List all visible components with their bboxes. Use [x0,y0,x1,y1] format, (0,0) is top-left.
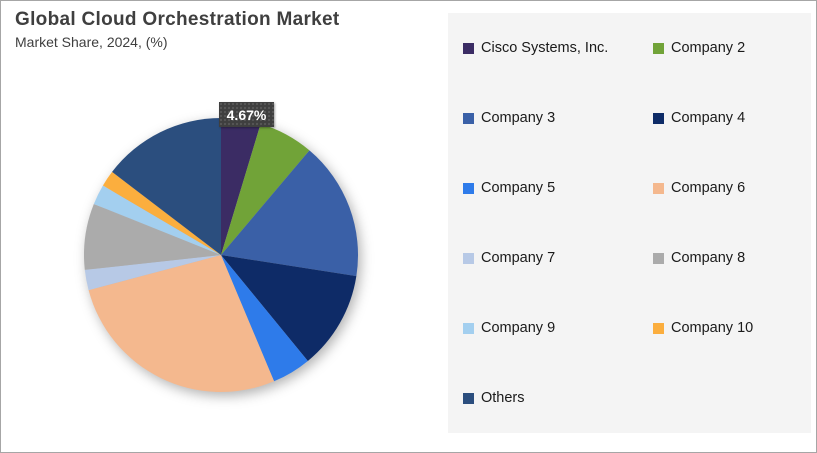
legend-item-company-8: Company 8 [653,250,811,266]
pie-slice-cisco-systems-inc [221,118,261,255]
legend-item-company-2: Company 2 [653,40,811,56]
pie-slice-company-7 [84,255,221,291]
legend-swatch-icon [653,322,664,334]
legend-item-cisco-systems-inc: Cisco Systems, Inc. [463,40,653,56]
legend-swatch-icon [463,252,474,264]
legend-item-company-10: Company 10 [653,320,811,336]
legend-item-company-4: Company 4 [653,110,811,126]
legend-item-others: Others [463,390,653,406]
legend-label: Company 7 [481,250,556,266]
legend: Cisco Systems, Inc. Company 2 Company 3 Com… [448,13,811,433]
legend-item-company-6: Company 6 [653,180,811,196]
pie-slice-company-4 [221,255,357,361]
pie-slice-company-5 [221,255,308,382]
legend-swatch-icon [463,182,474,194]
legend-swatch-icon [463,112,474,124]
chart-title: Global Cloud Orchestration Market [15,9,340,30]
legend-label: Company 10 [671,320,754,336]
legend-swatch-icon [463,322,474,334]
pie-slice-company-3 [221,150,358,277]
legend-swatch-icon [653,112,664,124]
legend-item-company-5: Company 5 [463,180,653,196]
pie-slice-company-2 [221,123,310,255]
pie-slice-company-9 [93,185,221,255]
legend-panel: Cisco Systems, Inc. Company 2 Company 3 Com… [448,13,811,433]
legend-swatch-icon [653,252,664,264]
legend-label: Company 4 [671,110,746,126]
legend-label: Others [481,390,525,406]
pie-slice-company-8 [84,204,221,270]
legend-label: Company 3 [481,110,556,126]
pie-slice-others [112,118,221,255]
legend-label: Company 9 [481,320,556,336]
legend-item-company-9: Company 9 [463,320,653,336]
legend-label: Company 8 [671,250,746,266]
legend-swatch-icon [463,392,474,404]
legend-label: Cisco Systems, Inc. [481,40,609,56]
legend-swatch-icon [653,42,664,54]
legend-swatch-icon [653,182,664,194]
data-label-callout: 4.67% [219,102,274,127]
pie-slice-company-6 [88,255,275,393]
pie-slice-company-10 [102,171,221,255]
chart-subtitle: Market Share, 2024, (%) [15,34,168,50]
legend-label: Company 6 [671,180,746,196]
legend-swatch-icon [463,42,474,54]
legend-item-company-7: Company 7 [463,250,653,266]
legend-item-company-3: Company 3 [463,110,653,126]
legend-label: Company 2 [671,40,746,56]
legend-label: Company 5 [481,180,556,196]
